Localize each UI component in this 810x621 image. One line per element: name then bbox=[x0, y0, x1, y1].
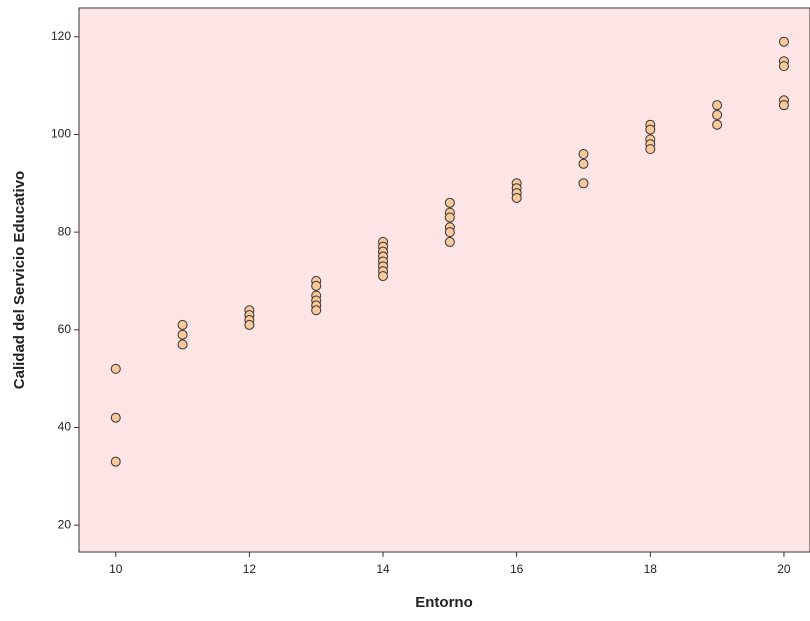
x-tick-label: 10 bbox=[109, 562, 123, 576]
x-tick-label: 20 bbox=[777, 562, 791, 576]
y-tick-label: 80 bbox=[58, 224, 72, 238]
point bbox=[110, 412, 121, 423]
point bbox=[244, 319, 255, 330]
point bbox=[578, 158, 589, 169]
point bbox=[177, 319, 188, 330]
x-tick-label: 14 bbox=[376, 562, 390, 576]
y-tick-label: 120 bbox=[51, 29, 71, 43]
x-tick-label: 16 bbox=[510, 562, 524, 576]
point bbox=[645, 124, 656, 135]
point bbox=[311, 280, 322, 291]
point bbox=[444, 197, 455, 208]
point bbox=[712, 100, 723, 111]
point bbox=[778, 61, 789, 72]
point bbox=[444, 236, 455, 247]
point bbox=[778, 36, 789, 47]
y-tick-label: 100 bbox=[51, 127, 71, 141]
point bbox=[311, 305, 322, 316]
point bbox=[578, 178, 589, 189]
y-tick-label: 40 bbox=[58, 420, 72, 434]
point bbox=[444, 212, 455, 223]
plot-area bbox=[78, 7, 810, 553]
y-tick-label: 60 bbox=[58, 322, 72, 336]
point bbox=[578, 149, 589, 160]
point bbox=[778, 100, 789, 111]
point bbox=[645, 144, 656, 155]
point bbox=[712, 119, 723, 130]
y-axis-title: Calidad del Servicio Educativo bbox=[11, 171, 28, 389]
x-axis-title: Entorno bbox=[415, 594, 473, 611]
point bbox=[177, 329, 188, 340]
point bbox=[177, 339, 188, 350]
point bbox=[378, 271, 389, 282]
point bbox=[110, 363, 121, 374]
x-tick-label: 18 bbox=[644, 562, 658, 576]
point bbox=[110, 456, 121, 467]
y-tick-label: 20 bbox=[58, 517, 72, 531]
point bbox=[712, 109, 723, 120]
point bbox=[511, 192, 522, 203]
x-tick-label: 12 bbox=[243, 562, 257, 576]
point bbox=[444, 227, 455, 238]
